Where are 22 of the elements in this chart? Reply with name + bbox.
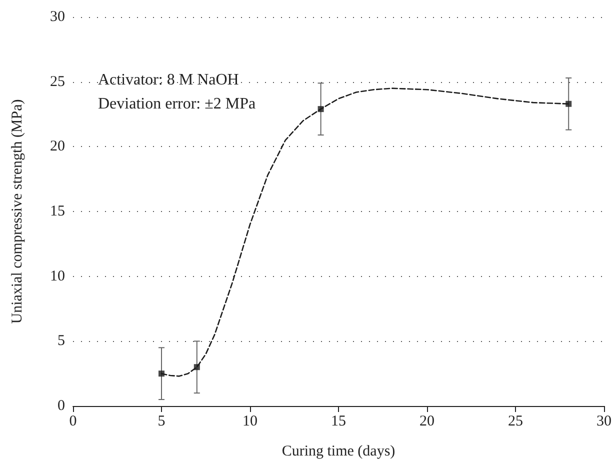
point [318,106,324,112]
x-axis-title: Curing time (days) [282,444,396,460]
point [158,370,164,377]
annotation: Activator: 8 M NaOH [98,72,240,88]
y-tick-label: 20 [50,138,65,155]
x-tick-label: 20 [420,414,434,430]
x-tick-label: 25 [508,414,523,430]
y-tick-label: 0 [58,398,65,414]
point [566,100,572,107]
point [194,364,200,370]
x-tick-label: 5 [158,414,166,430]
y-tick-label: 5 [58,333,65,350]
y-tick-label: 10 [50,268,65,284]
y-axis-title: Uniaxial compressive strength (MPa) [10,99,26,324]
x-tick-label: 10 [242,414,258,430]
x-tick-label: 30 [596,414,612,430]
y-tick-label: 30 [50,9,65,25]
x-tick-label: 0 [69,414,77,430]
x-tick-label: 15 [331,414,346,430]
y-tick-label: 25 [50,74,65,90]
annotation: Deviation error: ±2 MPa [98,96,256,112]
y-tick-label: 15 [50,204,65,220]
